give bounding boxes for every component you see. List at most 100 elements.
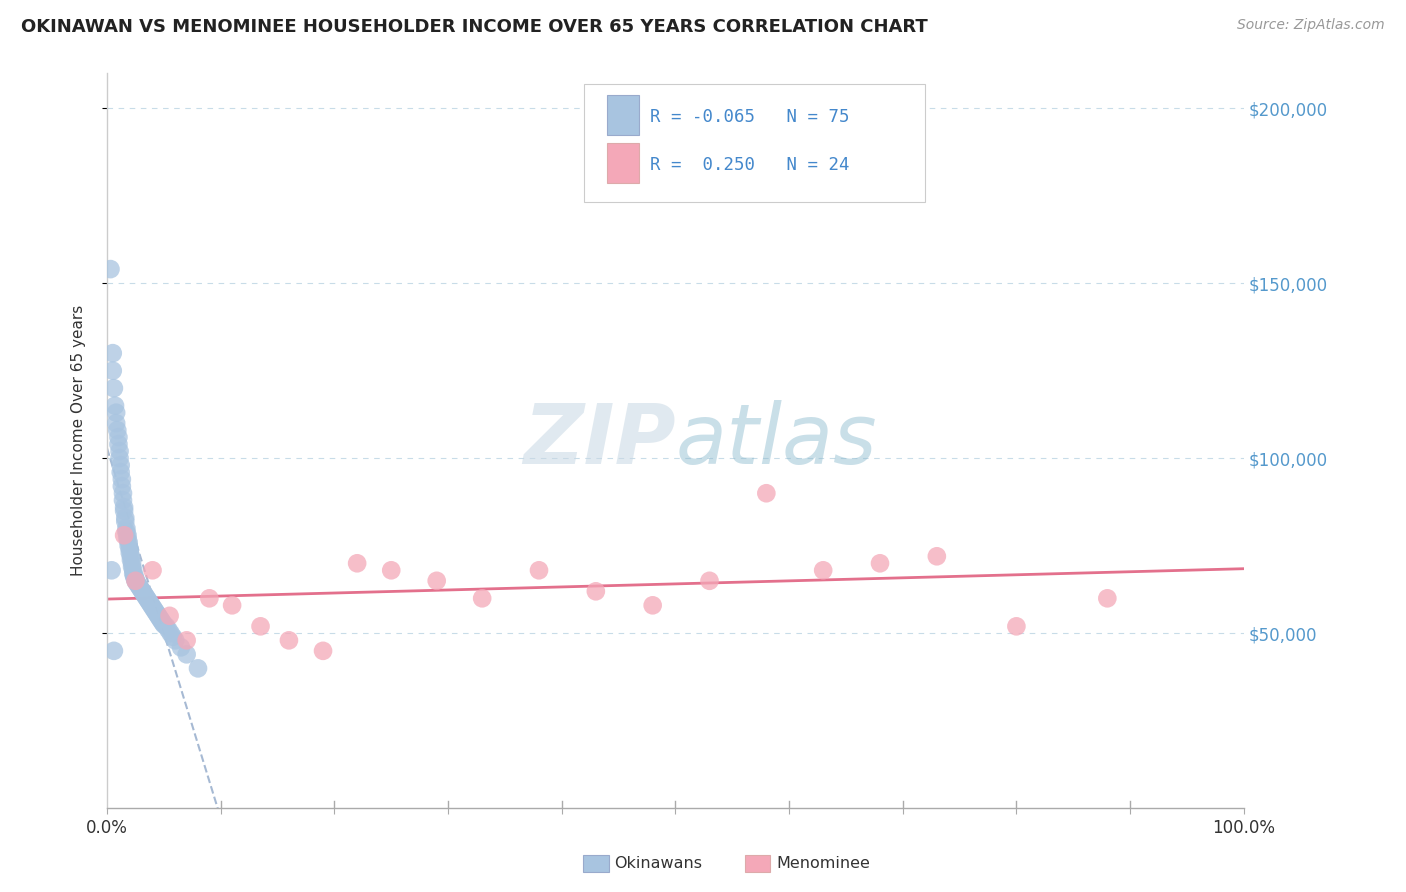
Point <box>699 574 721 588</box>
Point <box>141 599 163 613</box>
Point <box>159 608 181 623</box>
Point <box>136 593 159 607</box>
Point <box>129 581 152 595</box>
Point <box>112 504 135 518</box>
Point <box>159 626 181 640</box>
Point <box>187 661 209 675</box>
Point <box>155 619 177 633</box>
Point <box>122 566 145 581</box>
Point <box>105 423 128 437</box>
Point <box>129 582 152 597</box>
Point <box>278 633 301 648</box>
Point <box>111 493 134 508</box>
Point <box>124 572 146 586</box>
Point <box>128 579 150 593</box>
Y-axis label: Householder Income Over 65 years: Householder Income Over 65 years <box>72 305 86 576</box>
Point <box>585 584 607 599</box>
Text: R = -0.065   N = 75: R = -0.065 N = 75 <box>651 108 849 126</box>
Point <box>124 570 146 584</box>
Point <box>925 549 948 564</box>
Point <box>125 575 148 590</box>
Point <box>132 586 155 600</box>
Point <box>114 514 136 528</box>
Point <box>101 346 124 360</box>
Point <box>124 574 146 588</box>
Point <box>148 608 170 623</box>
Point <box>104 399 127 413</box>
Point <box>124 568 146 582</box>
Point <box>118 535 141 549</box>
Point <box>103 644 125 658</box>
Point <box>100 563 122 577</box>
FancyBboxPatch shape <box>607 95 640 136</box>
Point <box>110 465 132 479</box>
Point <box>120 549 142 564</box>
Point <box>346 556 368 570</box>
Point <box>176 648 198 662</box>
Point <box>150 614 173 628</box>
Point <box>1005 619 1028 633</box>
Point <box>112 500 135 515</box>
Point <box>198 591 221 606</box>
Point <box>134 588 156 602</box>
Point <box>527 563 550 577</box>
Point <box>127 577 149 591</box>
Point <box>100 262 122 277</box>
Point <box>131 584 153 599</box>
Point <box>142 602 165 616</box>
Point <box>221 599 243 613</box>
Point <box>471 591 494 606</box>
Point <box>146 607 169 621</box>
Point <box>869 556 891 570</box>
Point <box>121 559 143 574</box>
Text: R =  0.250   N = 24: R = 0.250 N = 24 <box>651 156 849 174</box>
Point <box>105 416 128 430</box>
Text: Okinawans: Okinawans <box>614 856 703 871</box>
Point <box>114 510 136 524</box>
Text: Menominee: Menominee <box>776 856 870 871</box>
Point <box>111 472 134 486</box>
Text: atlas: atlas <box>675 401 877 481</box>
Point <box>249 619 271 633</box>
Point <box>312 644 335 658</box>
Point <box>110 458 132 473</box>
Point <box>121 556 143 570</box>
Point <box>118 542 141 557</box>
Point <box>115 521 138 535</box>
Point <box>118 546 141 560</box>
FancyBboxPatch shape <box>607 143 640 183</box>
Point <box>135 591 157 606</box>
Point <box>101 364 124 378</box>
Point <box>148 610 170 624</box>
Point <box>117 528 139 542</box>
Point <box>170 640 193 655</box>
Point <box>149 612 172 626</box>
Text: OKINAWAN VS MENOMINEE HOUSEHOLDER INCOME OVER 65 YEARS CORRELATION CHART: OKINAWAN VS MENOMINEE HOUSEHOLDER INCOME… <box>21 18 928 36</box>
Point <box>115 524 138 539</box>
Point <box>145 605 167 619</box>
Point <box>117 532 139 546</box>
Point <box>162 630 184 644</box>
Point <box>124 574 146 588</box>
Point <box>108 451 131 466</box>
Point <box>755 486 778 500</box>
Point <box>426 574 449 588</box>
Point <box>1097 591 1119 606</box>
Point <box>103 381 125 395</box>
Point <box>111 479 134 493</box>
Point <box>118 539 141 553</box>
Point <box>138 595 160 609</box>
Point <box>153 617 176 632</box>
Point <box>112 528 135 542</box>
Point <box>380 563 402 577</box>
FancyBboxPatch shape <box>585 84 925 202</box>
Text: Source: ZipAtlas.com: Source: ZipAtlas.com <box>1237 18 1385 32</box>
Point <box>141 600 163 615</box>
Point <box>120 553 142 567</box>
Point <box>176 633 198 648</box>
Point <box>141 563 163 577</box>
Point <box>111 486 134 500</box>
Point <box>152 615 174 630</box>
Point <box>143 603 166 617</box>
Point <box>122 563 145 577</box>
